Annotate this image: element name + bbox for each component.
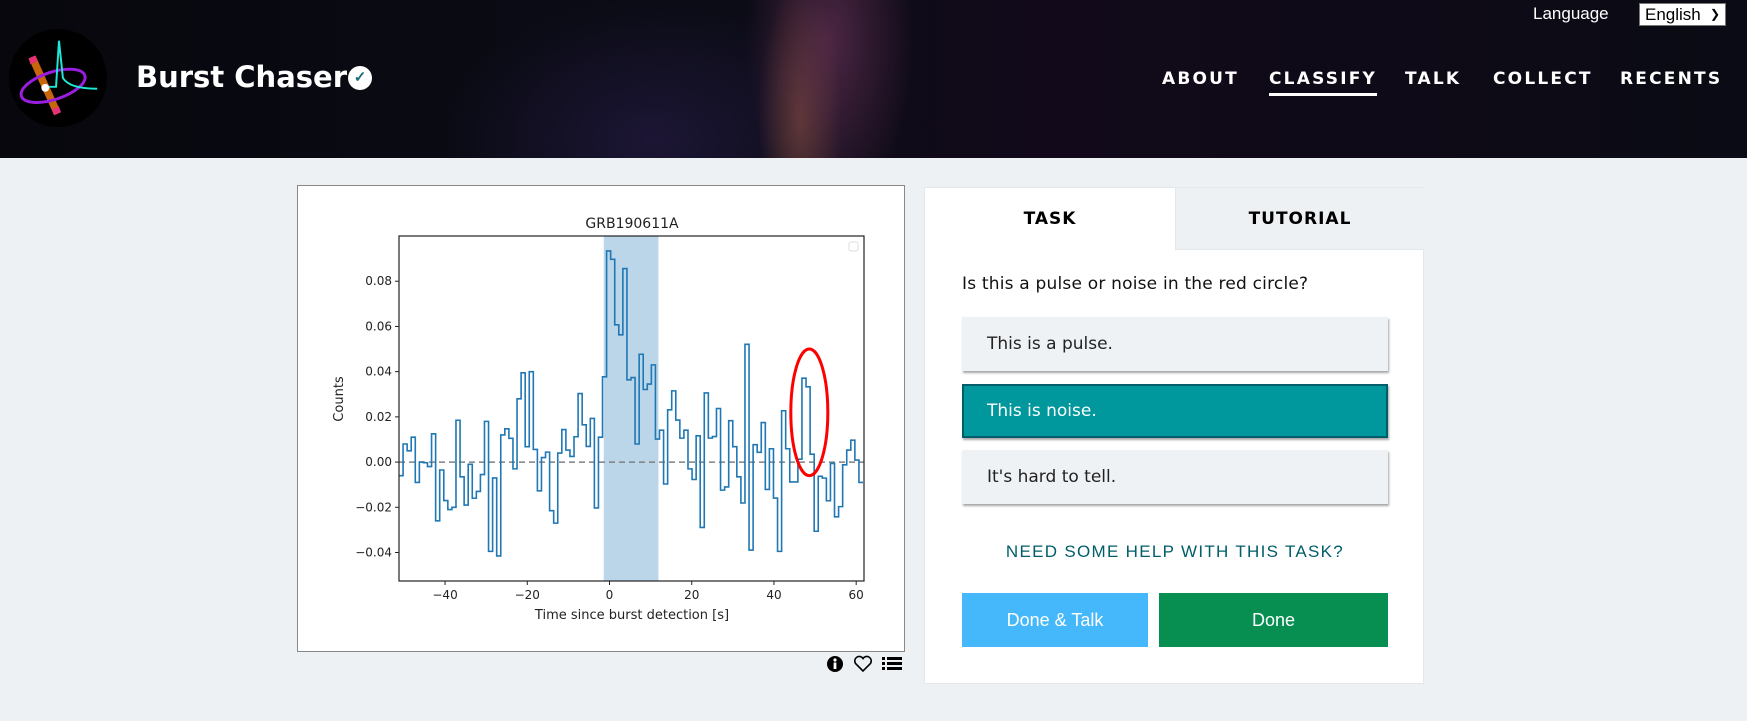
- nav-recents[interactable]: RECENTS: [1620, 69, 1723, 89]
- language-label: Language: [1533, 4, 1609, 23]
- task-question: Is this a pulse or noise in the red circ…: [962, 274, 1309, 294]
- project-header: Burst Chaser ✓ Language English ❯ ABOUT C…: [0, 0, 1747, 158]
- task-help-link[interactable]: NEED SOME HELP WITH THIS TASK?: [1005, 542, 1345, 561]
- y-tick-label: −0.02: [355, 500, 392, 514]
- nav-collect[interactable]: COLLECT: [1493, 69, 1593, 89]
- chart-title: GRB190611A: [585, 216, 679, 232]
- language-selected-value: English: [1645, 5, 1701, 24]
- done-button[interactable]: Done: [1159, 593, 1388, 647]
- task-panel: TASK TUTORIAL Is this a pulse or noise i…: [924, 187, 1424, 684]
- x-tick-label: 0: [606, 588, 614, 602]
- project-title[interactable]: Burst Chaser: [136, 60, 348, 94]
- y-tick-label: 0.08: [365, 274, 392, 288]
- answer-pulse[interactable]: This is a pulse.: [962, 317, 1388, 371]
- list-icon[interactable]: [882, 655, 902, 678]
- x-axis-label: Time since burst detection [s]: [534, 608, 729, 623]
- heart-icon[interactable]: [853, 655, 873, 678]
- y-tick-label: −0.04: [355, 546, 392, 560]
- y-tick-label: 0.02: [365, 410, 392, 424]
- y-tick-label: 0.00: [365, 455, 392, 469]
- verified-check-icon: ✓: [348, 66, 372, 90]
- language-select[interactable]: English ❯: [1639, 3, 1726, 26]
- subject-image: GRB190611A Time since burst detection [s…: [297, 185, 905, 652]
- answer-noise[interactable]: This is noise.: [962, 384, 1388, 438]
- axes-frame: [398, 235, 865, 582]
- done-and-talk-button[interactable]: Done & Talk: [962, 593, 1148, 647]
- x-tick-label: −20: [515, 588, 540, 602]
- y-axis-label: Counts: [332, 376, 347, 422]
- info-icon[interactable]: [826, 655, 844, 678]
- x-tick-label: 20: [684, 588, 699, 602]
- light-curve-chart: GRB190611A Time since burst detection [s…: [332, 216, 865, 623]
- chevron-down-icon: ❯: [1709, 7, 1720, 21]
- x-tick-label: −40: [432, 588, 457, 602]
- highlight-region: [603, 236, 659, 581]
- y-tick-label: 0.04: [365, 365, 392, 379]
- series-step-line: [399, 250, 864, 557]
- nav-classify[interactable]: CLASSIFY: [1269, 69, 1378, 96]
- y-tick-label: 0.06: [365, 319, 392, 333]
- nav-about[interactable]: ABOUT: [1162, 69, 1239, 89]
- empty-legend: [848, 241, 859, 252]
- x-tick-label: 60: [849, 588, 864, 602]
- nav-talk[interactable]: TALK: [1405, 69, 1462, 89]
- answer-hard-to-tell[interactable]: It's hard to tell.: [962, 450, 1388, 504]
- red-circle-annotation: [789, 347, 830, 478]
- project-logo[interactable]: [9, 29, 107, 127]
- x-tick-label: 40: [766, 588, 781, 602]
- tab-tutorial[interactable]: TUTORIAL: [1175, 188, 1424, 250]
- tab-task[interactable]: TASK: [925, 188, 1175, 250]
